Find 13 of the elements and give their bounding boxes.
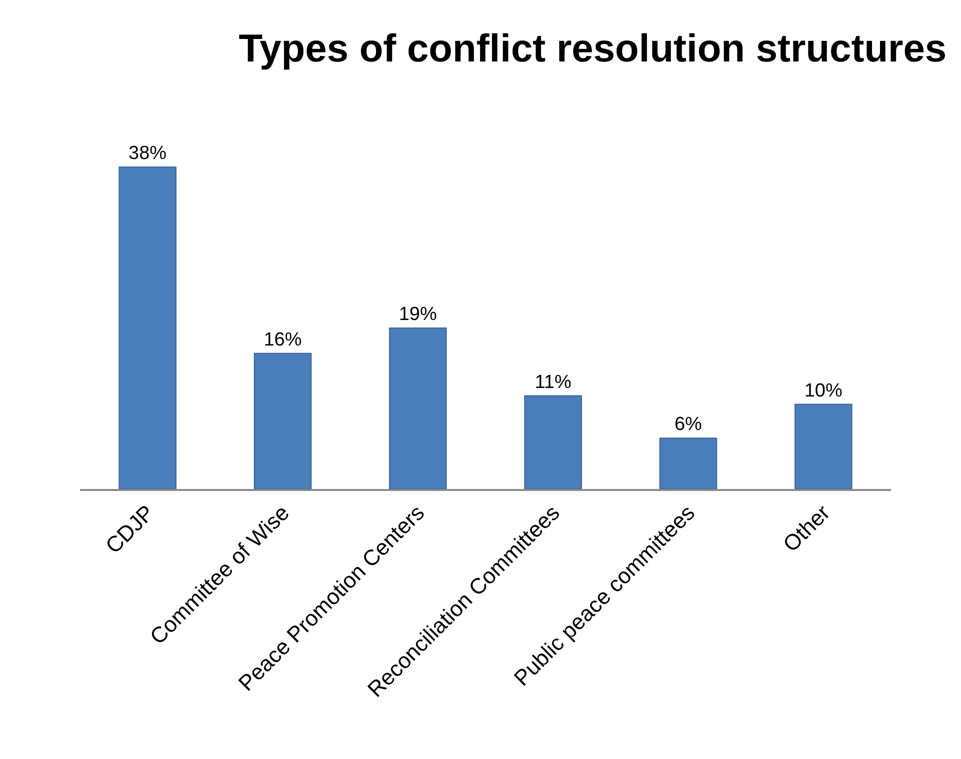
data-label: 6% bbox=[674, 414, 702, 436]
data-label: 16% bbox=[264, 329, 302, 350]
data-label: 38% bbox=[128, 142, 167, 164]
bar bbox=[524, 395, 582, 489]
bar bbox=[659, 438, 718, 489]
data-label: 11% bbox=[534, 372, 572, 393]
bar bbox=[794, 404, 852, 489]
data-label: 10% bbox=[804, 380, 842, 402]
bar bbox=[389, 327, 447, 489]
chart-title: Types of conflict resolution structures bbox=[238, 28, 947, 71]
data-label: 19% bbox=[398, 304, 437, 325]
bar bbox=[118, 166, 176, 489]
bar bbox=[254, 352, 312, 489]
